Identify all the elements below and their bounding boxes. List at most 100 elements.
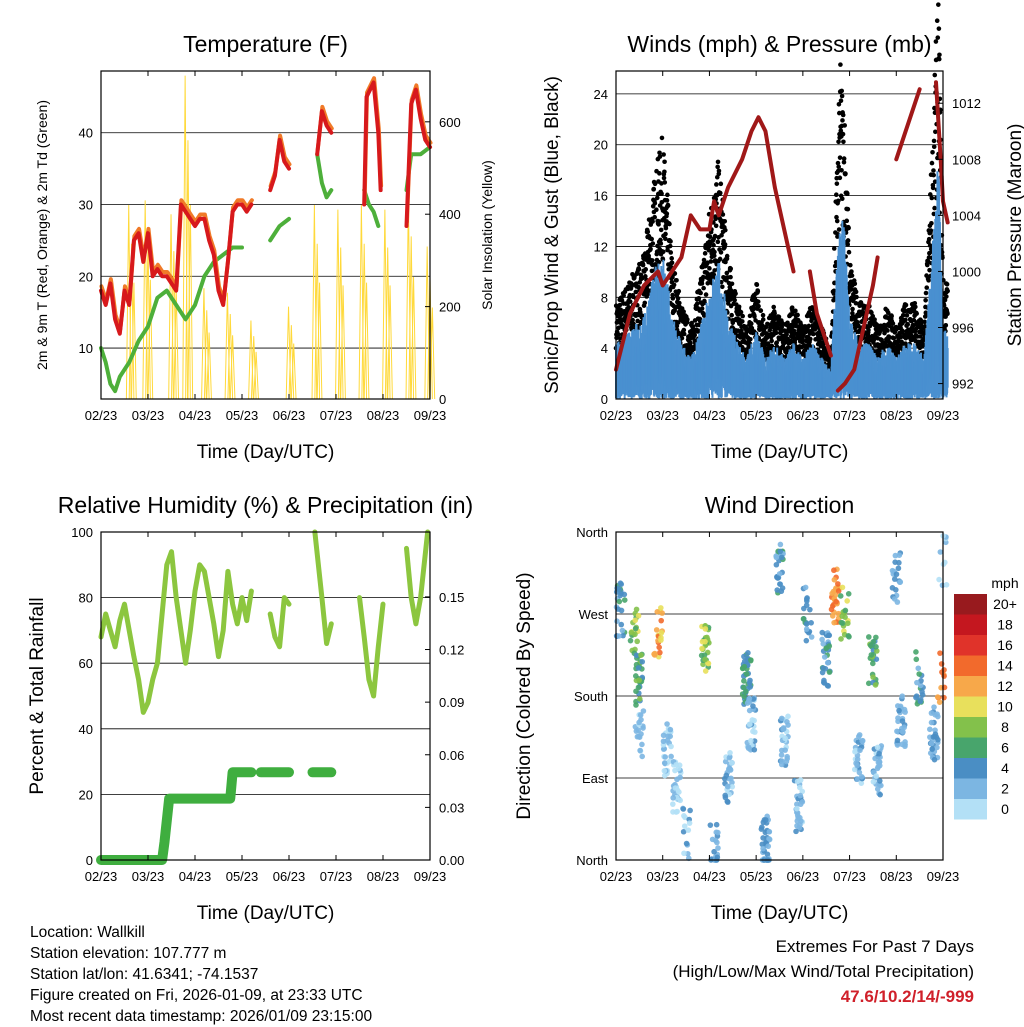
direction-point — [870, 674, 876, 680]
direction-point — [724, 783, 731, 790]
direction-point — [700, 661, 706, 668]
direction-point — [729, 779, 735, 786]
y-tick-label: 80 — [79, 591, 93, 606]
gust-point — [779, 324, 785, 330]
solar-line — [288, 325, 295, 400]
direction-point — [782, 735, 788, 742]
gust-point — [831, 246, 837, 251]
direction-point — [914, 679, 920, 686]
y-axis-label: Sonic/Prop Wind & Gust (Blue, Black) — [542, 76, 563, 394]
direction-point — [934, 744, 940, 751]
x-tick-label: 04/23 — [179, 869, 212, 884]
direction-point — [873, 644, 879, 650]
location-text: Location: Wallkill — [30, 924, 145, 941]
gust-point — [836, 198, 841, 204]
gust-point — [643, 274, 648, 279]
gust-point — [696, 295, 702, 301]
latlon-text: Station lat/lon: 41.6341; -74.1537 — [30, 966, 259, 983]
gust-point — [755, 289, 761, 294]
direction-point — [627, 637, 634, 644]
gust-point — [914, 311, 919, 316]
direction-point — [803, 602, 810, 609]
gust-point — [752, 314, 757, 319]
gust-point — [645, 287, 651, 293]
direction-point — [729, 783, 736, 790]
gust-point — [905, 322, 910, 327]
direction-point — [939, 669, 945, 675]
gust-point — [652, 201, 658, 206]
x-tick-label: 09/23 — [927, 869, 960, 884]
gust-point — [662, 169, 667, 175]
dewpoint-line — [268, 216, 291, 243]
gust-point — [654, 195, 660, 201]
direction-point — [778, 761, 785, 768]
direction-point — [777, 541, 784, 548]
gust-point — [688, 340, 693, 346]
gust-point — [890, 321, 896, 326]
gust-point — [677, 300, 682, 306]
gust-point — [849, 273, 855, 278]
direction-point — [618, 607, 625, 614]
gust-point — [669, 256, 674, 261]
direction-point — [892, 559, 898, 565]
direction-point — [664, 721, 670, 727]
direction-point — [894, 728, 900, 735]
x-tick-label: 09/23 — [414, 869, 447, 884]
gust-point — [692, 332, 697, 338]
direction-point — [726, 755, 733, 761]
direction-point — [727, 750, 733, 756]
gust-point — [670, 296, 676, 301]
direction-point — [894, 737, 901, 744]
direction-point — [900, 729, 906, 735]
direction-point — [838, 619, 845, 626]
gust-point — [651, 186, 657, 192]
direction-point — [634, 733, 641, 740]
gust-point — [720, 212, 726, 217]
gust-point — [718, 250, 724, 255]
gust-point — [841, 139, 846, 145]
gust-point — [846, 249, 852, 255]
direction-point — [868, 652, 875, 658]
direction-point — [660, 732, 667, 739]
direction-point — [775, 575, 781, 581]
gust-point — [714, 182, 719, 187]
gust-point — [717, 256, 723, 262]
direction-point — [639, 741, 645, 748]
y-tick-label: 4 — [601, 341, 608, 356]
x-tick-label: 06/23 — [273, 408, 306, 423]
direction-point — [938, 661, 945, 667]
y2-tick-label: 0.09 — [439, 695, 464, 710]
x-tick-label: 07/23 — [320, 408, 353, 423]
direction-point — [852, 747, 859, 754]
direction-point — [777, 581, 783, 587]
gust-point — [926, 278, 931, 283]
direction-point — [668, 753, 674, 760]
direction-point — [867, 642, 874, 649]
solar-line — [384, 247, 391, 400]
gust-point — [945, 311, 950, 317]
gust-point — [885, 310, 891, 316]
direction-point — [758, 826, 765, 832]
y-tick-label: 16 — [594, 189, 608, 204]
gust-point — [650, 241, 656, 246]
direction-point — [931, 756, 938, 763]
gust-point — [936, 56, 942, 62]
x-axis-label: Time (Day/UTC) — [711, 442, 849, 463]
gust-point — [785, 320, 790, 326]
direction-point — [897, 579, 903, 586]
direction-point — [778, 752, 785, 758]
y2-tick-label: 0.03 — [439, 800, 464, 815]
direction-point — [915, 665, 922, 672]
marks — [96, 529, 431, 865]
direction-point — [616, 633, 622, 639]
direction-point — [803, 626, 810, 632]
y2-tick-label: 996 — [952, 321, 974, 336]
gust-point — [885, 328, 890, 333]
gust-point — [838, 98, 844, 104]
direction-point — [901, 724, 908, 731]
gust-point — [656, 259, 662, 265]
extremes: Extremes For Past 7 Days (High/Low/Max W… — [673, 934, 974, 1009]
direction-point — [857, 747, 863, 754]
